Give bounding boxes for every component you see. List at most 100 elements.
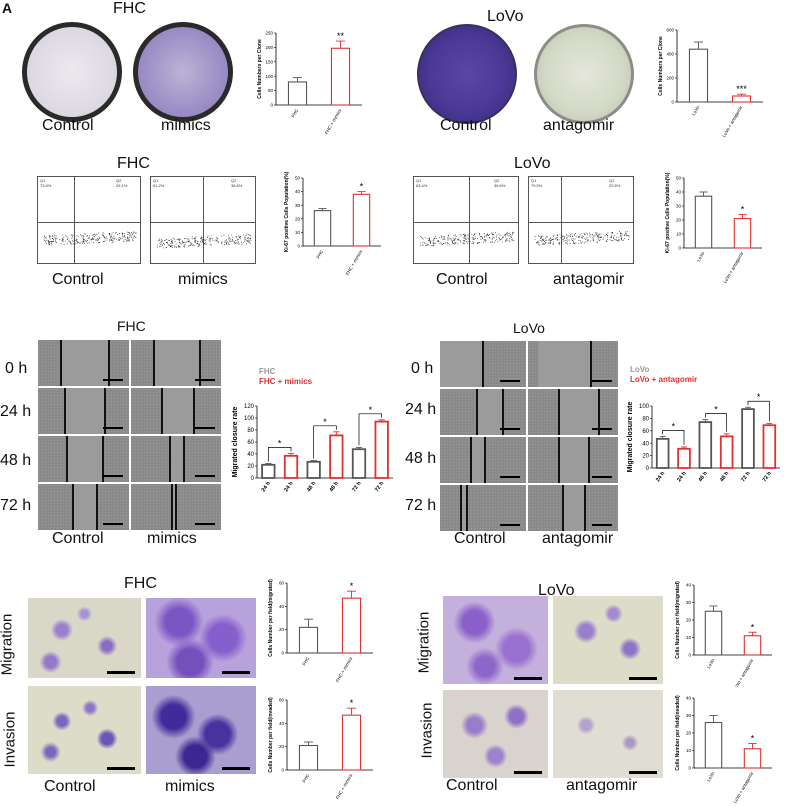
y-tick-label: 20 (642, 454, 649, 460)
sig-bracket (313, 425, 337, 459)
y-tick-label: 0 (688, 653, 691, 658)
time-label-72h: 72 h (0, 497, 32, 514)
legend-item: FHC + mimics (259, 377, 313, 386)
label-c-lovo-control: Control (454, 530, 506, 547)
x-tick-label: LoVo (691, 105, 701, 117)
x-tick-label: 48 h (719, 470, 731, 483)
y-tick-label: 120 (244, 404, 255, 410)
bar (330, 47, 351, 106)
y-tick-label: 200 (265, 45, 273, 50)
flow-q2-label: Q2 (116, 178, 122, 183)
bar (677, 447, 691, 469)
y-tick-label: 50 (676, 176, 682, 181)
y-tick-label: 40 (279, 604, 285, 609)
time-label-0h: 0 h (411, 360, 434, 377)
x-tick-label: 48 h (698, 470, 710, 483)
row-label-migration: Migration (0, 613, 16, 676)
y-tick-label: 200 (666, 76, 674, 81)
y-tick-label: 20 (686, 731, 692, 736)
y-axis-label: Migrated closure rate (627, 401, 634, 472)
flow-q1-value: 73.9% (40, 183, 52, 188)
flow-q2-value: 20.5% (609, 183, 621, 188)
y-tick-label: 100 (639, 404, 650, 410)
flow-q2-value: 36.6% (494, 183, 506, 188)
flow-q1-label: Q1 (531, 178, 537, 183)
sig-star: * (369, 405, 373, 415)
y-tick-label: 40 (279, 721, 285, 726)
micro-lovo-control-migration (443, 596, 548, 684)
scratch-fhc-mimics-48h (131, 436, 221, 482)
label-c-lovo-antagomir: antagomir (542, 530, 614, 547)
sig-star: * (714, 405, 718, 415)
y-tick-label: 400 (666, 52, 674, 57)
y-tick-label: 0 (270, 103, 273, 108)
sig-star: * (360, 182, 364, 192)
sig-star: * (751, 622, 755, 632)
scratch-grid-lovo (440, 341, 618, 531)
x-tick-label: FHC + mimics (335, 772, 354, 800)
flow-dots (156, 233, 252, 249)
flow-plot-lovo-antagomir: Q1 79.5% Q2 20.5% (528, 176, 634, 264)
flow-q1-value: 63.4% (416, 183, 428, 188)
sig-star: * (350, 581, 354, 591)
dish-fhc-control (22, 22, 122, 122)
y-tick-label: 0 (297, 244, 300, 249)
dish-lovo-antagomir (534, 24, 634, 124)
y-tick-label: 80 (642, 417, 649, 423)
y-tick-label: 0 (671, 100, 674, 105)
y-tick-label: 30 (686, 600, 692, 605)
scratch-lovo-control-0h (440, 341, 526, 387)
flow-plot-fhc-control: Q1 73.9% Q2 26.1% (37, 176, 141, 264)
bar (298, 626, 319, 654)
scratch-lovo-antagomir-72h (528, 485, 618, 531)
y-tick-label: 10 (686, 748, 692, 753)
y-tick-label: 10 (295, 230, 301, 235)
x-tick-label: 48 h (306, 480, 318, 493)
x-tick-label: LoVo + antagomir (732, 658, 754, 687)
flow-q1-value: 79.5% (531, 183, 543, 188)
micro-fhc-control-invasion (28, 686, 141, 774)
bar (698, 421, 713, 469)
bar (329, 434, 344, 479)
x-tick-label: FHC (301, 772, 310, 783)
flow-q1-label: Q1 (153, 178, 159, 183)
legend-item: LoVo + antagomir (630, 375, 697, 384)
bar (351, 448, 367, 479)
panel-c-lovo-title: LoVo (513, 320, 545, 336)
flow-q2-label: Q2 (231, 178, 237, 183)
bar (298, 744, 319, 771)
bar (704, 610, 723, 656)
bar (287, 81, 308, 106)
flow-q2-value: 38.8% (231, 183, 243, 188)
panel-c-fhc-title: FHC (117, 318, 146, 334)
sig-bracket (358, 413, 383, 446)
y-axis-label: Cells Number per field(invaded) (675, 695, 681, 771)
sig-star: * (757, 392, 761, 402)
label-b-fhc-control: Control (52, 271, 104, 288)
sig-bracket (662, 430, 685, 445)
y-tick-label: 40 (686, 583, 692, 588)
y-tick-label: 40 (676, 190, 682, 195)
y-tick-label: 20 (686, 618, 692, 623)
chart-b-fhc: 0 10 20 30 40 50 Ki-67 positive Cells Populati… (284, 171, 381, 276)
scratch-grid-fhc (38, 340, 221, 530)
x-tick-label: 24 h (655, 470, 667, 483)
bar (731, 95, 752, 103)
x-tick-label: FHC + mimics (335, 655, 354, 683)
x-tick-label: 24 h (676, 470, 688, 483)
time-label-48h: 48 h (405, 450, 437, 467)
chart-b-lovo: 0 10 20 30 40 50 Ki-67 positive Cells Populati… (665, 172, 762, 284)
y-tick-label: 20 (295, 216, 301, 221)
sig-star: * (741, 204, 745, 214)
y-tick-label: 0 (678, 246, 681, 251)
chart-c-lovo: 0 20 40 60 80 100 Migrated closure rate 24 h 24 … (627, 365, 780, 483)
label-b-lovo-antagomir: antagomir (553, 271, 625, 288)
y-tick-label: 100 (265, 74, 273, 79)
bar (341, 714, 362, 771)
dish-lovo-control (417, 24, 517, 124)
x-tick-label: 24 h (283, 480, 295, 493)
bar (352, 193, 371, 247)
y-axis-label: Cells Numbers per Clone (257, 39, 263, 99)
x-tick-label: LoVo (696, 251, 706, 263)
x-tick-label: FHC (315, 248, 324, 259)
